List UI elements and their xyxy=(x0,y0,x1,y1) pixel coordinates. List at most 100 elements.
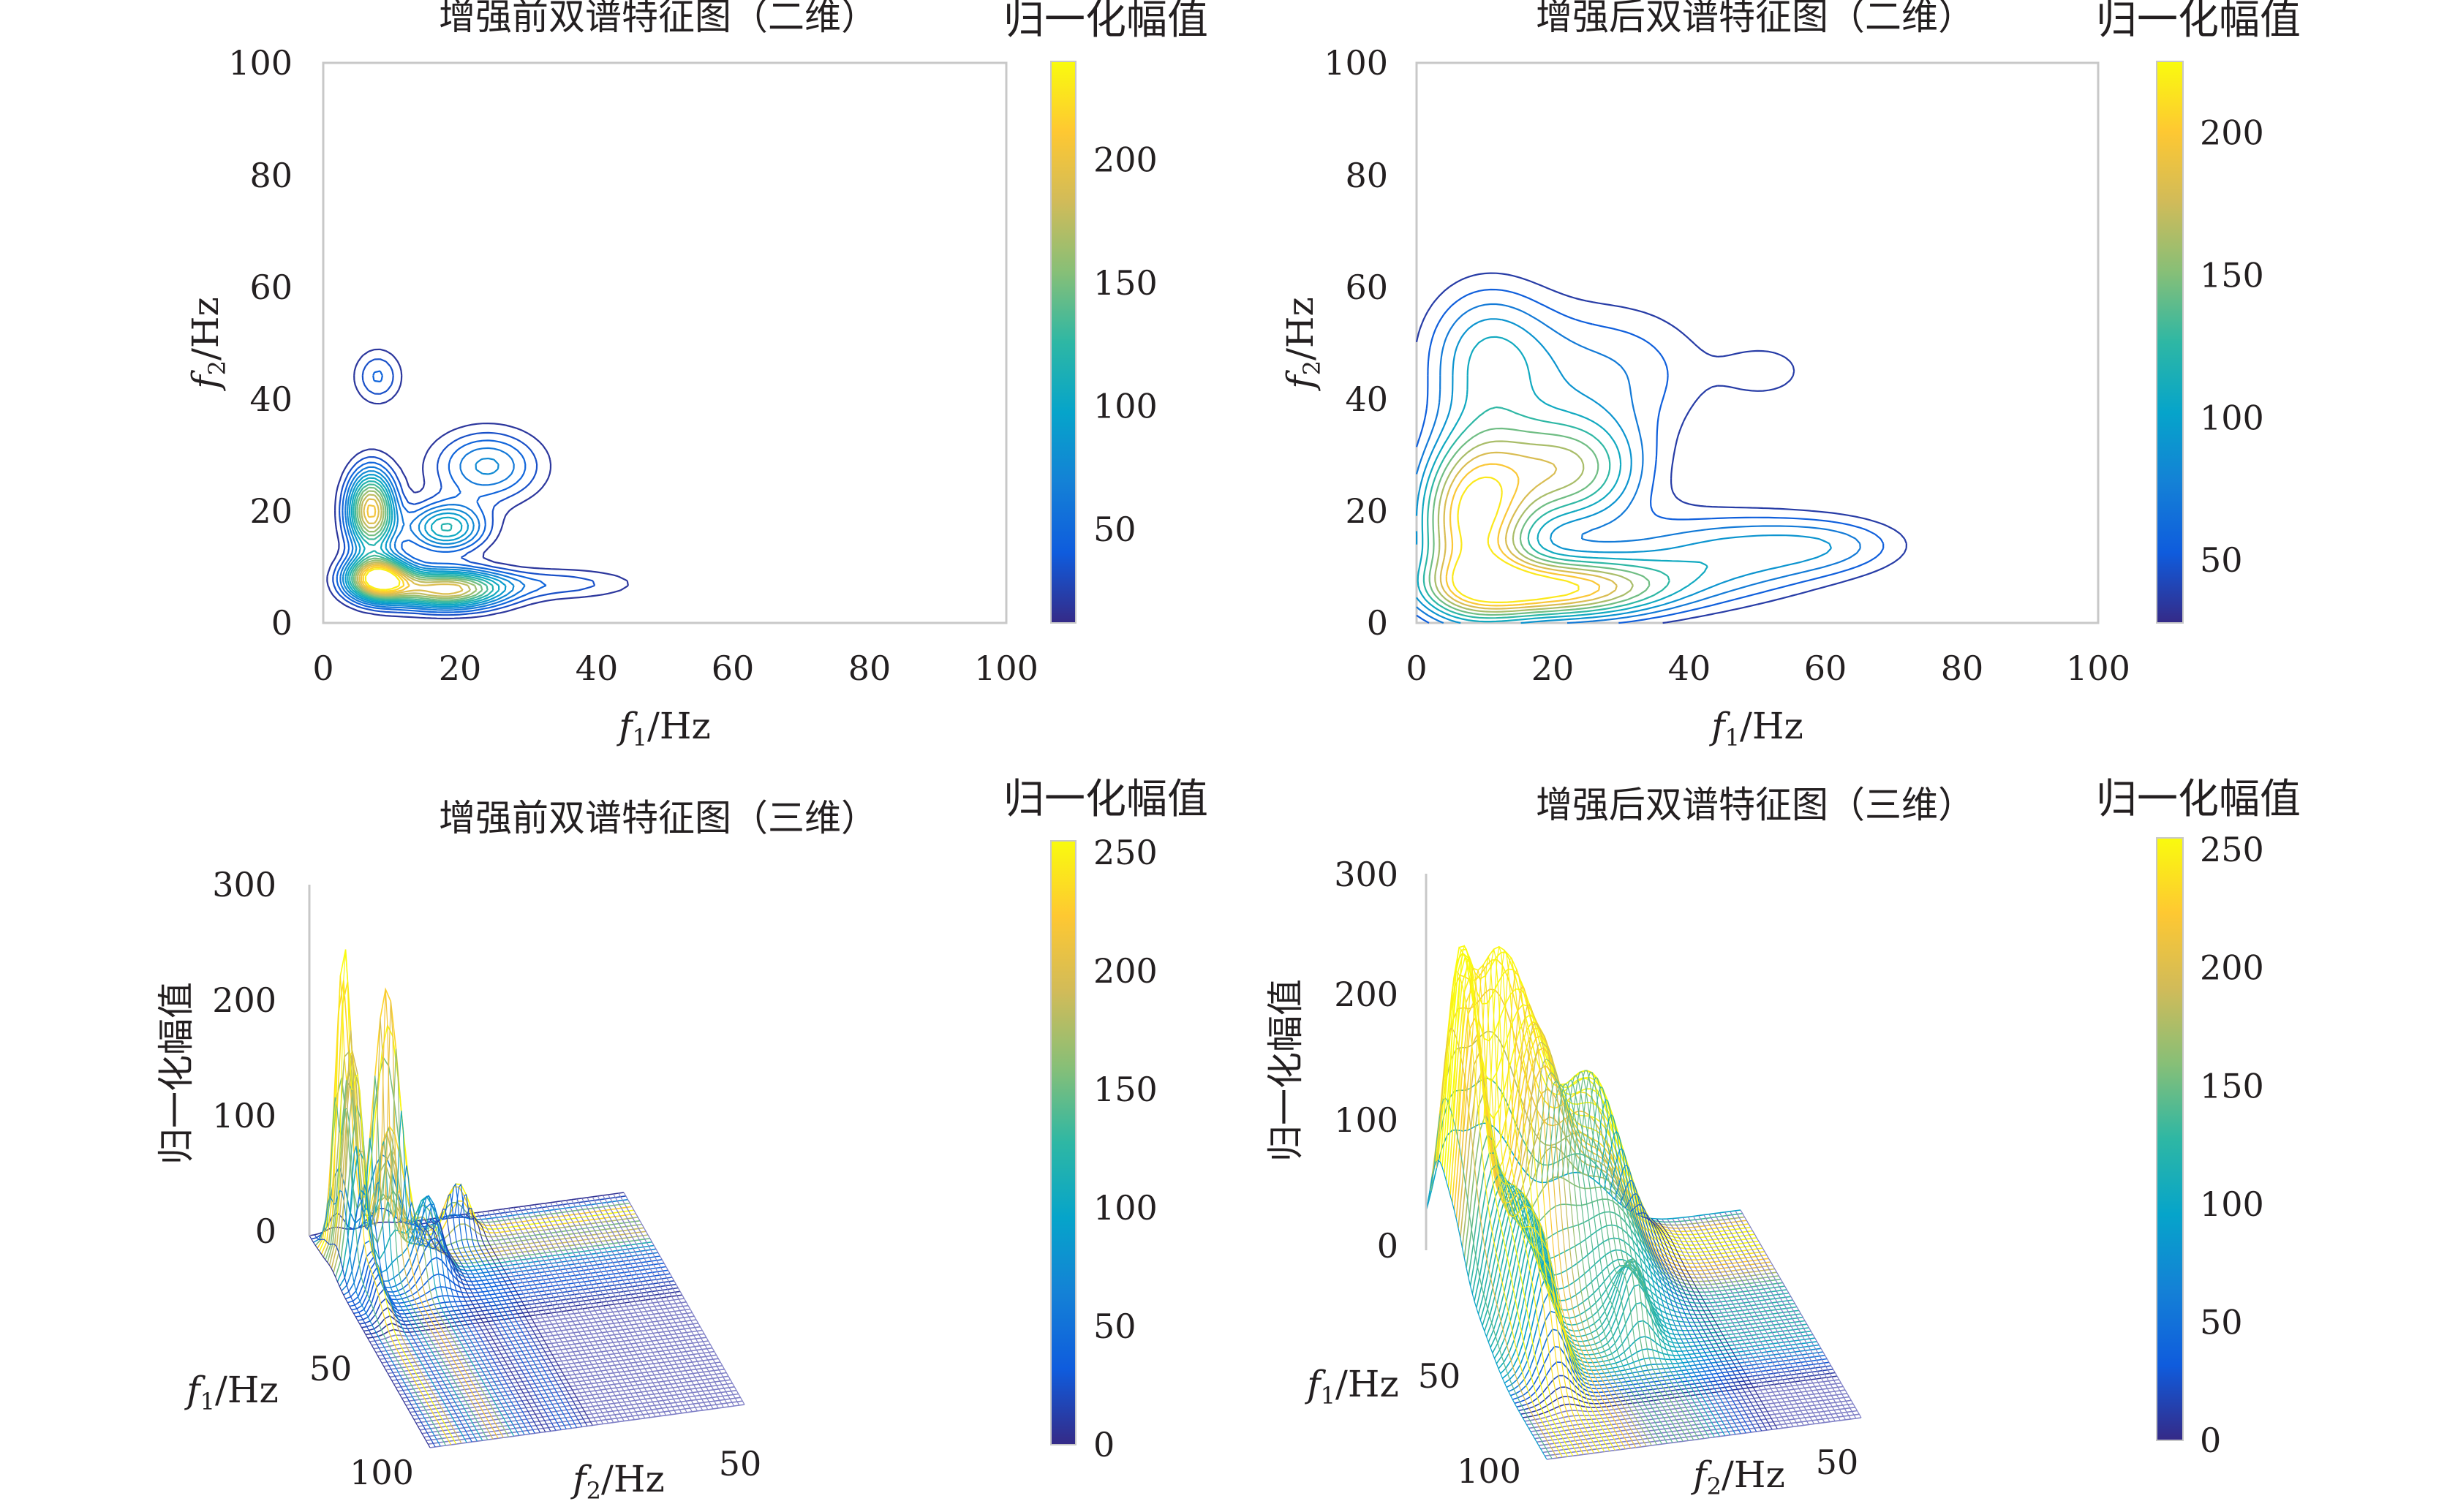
y-tick-label: 100 xyxy=(228,43,293,83)
x-tick-label: 0 xyxy=(1406,649,1427,688)
mesh-line-f2 xyxy=(424,1219,546,1432)
contour-lines xyxy=(1415,272,1907,624)
mesh-line-f2 xyxy=(492,1210,614,1423)
mesh-line-f2 xyxy=(476,1212,598,1425)
colorbar-tick-label: 150 xyxy=(1093,1070,1158,1109)
mesh-line-f2 xyxy=(324,1097,447,1446)
y-tick-label: 60 xyxy=(1345,268,1388,307)
y-tick-label: 40 xyxy=(1345,379,1388,419)
y-axis-label: f2/Hz xyxy=(1279,297,1326,392)
mesh-line-f2 xyxy=(1645,1217,1768,1431)
contour-level xyxy=(347,477,500,606)
mesh-line-f2 xyxy=(1472,964,1595,1454)
mesh-line-f2 xyxy=(413,1220,535,1434)
x-tick-label: 100 xyxy=(974,649,1038,688)
x-tick-label: 80 xyxy=(1941,649,1984,688)
contour-level xyxy=(1439,451,1618,610)
mesh-line-f2 xyxy=(570,1199,693,1413)
mesh-line-f2 xyxy=(320,1190,441,1447)
x-tick-label: 0 xyxy=(312,649,333,688)
z-tick-label: 0 xyxy=(255,1212,276,1251)
mesh-line-f2 xyxy=(418,1220,541,1433)
x-axis-label: f1/Hz xyxy=(616,705,711,752)
y-tick-label: 0 xyxy=(271,603,293,643)
contour-level xyxy=(351,483,489,602)
mesh-line-f2 xyxy=(1530,1059,1652,1446)
colorbar-tick-label: 50 xyxy=(1093,510,1136,549)
z-tick-label: 200 xyxy=(1334,975,1398,1014)
mesh-line-f1 xyxy=(1444,954,1759,1250)
y-tick-labels: 0 20 40 60 80 100 xyxy=(1324,43,1388,643)
colorbar-tick-label: 100 xyxy=(1093,387,1158,426)
mesh-line-f2 xyxy=(602,1195,724,1408)
f1-axis-label: f1/Hz xyxy=(1304,1363,1399,1410)
f1-tick-label: 100 xyxy=(1457,1451,1521,1491)
mesh-line-f2 xyxy=(408,1220,530,1434)
mesh-line-f2 xyxy=(314,1234,436,1448)
f2-tick-label: 50 xyxy=(719,1444,762,1483)
x-tick-label: 80 xyxy=(848,649,891,688)
mesh-line-f2 xyxy=(1583,1077,1705,1439)
mesh-line-f2 xyxy=(403,1201,525,1435)
mesh-line-f2 xyxy=(576,1198,698,1412)
chart-title: 增强后双谱特征图（三维） xyxy=(1536,784,1975,826)
mesh-line-f2 xyxy=(1541,1080,1663,1445)
mesh-line-f2 xyxy=(1682,1217,1804,1426)
contour-level xyxy=(1428,427,1651,616)
colorbar-tick-label: 100 xyxy=(2200,1184,2264,1224)
mesh-line-f2 xyxy=(387,1048,510,1437)
mesh-line-f2 xyxy=(534,1204,656,1418)
colorbar-tick-label: 0 xyxy=(2200,1421,2221,1460)
mesh-line-f2 xyxy=(1498,957,1621,1450)
f2-axis-label: f2/Hz xyxy=(570,1458,665,1505)
x-tick-labels: 0 20 40 60 80 100 xyxy=(312,649,1038,688)
f1-tick-label: 50 xyxy=(309,1349,352,1388)
mesh-line-f2 xyxy=(1719,1212,1841,1421)
x-tick-label: 20 xyxy=(1531,649,1575,688)
x-axis-label: f1/Hz xyxy=(1708,705,1803,752)
y-tick-labels: 0 20 40 60 80 100 xyxy=(228,43,293,643)
y-tick-label: 80 xyxy=(249,156,293,195)
mesh-line-f2 xyxy=(1462,967,1584,1455)
mesh-line-f2 xyxy=(1572,1070,1694,1440)
mesh-line-f2 xyxy=(613,1193,735,1407)
mesh-line-f2 xyxy=(1724,1212,1847,1421)
chart-title: 增强前双谱特征图（二维） xyxy=(439,0,878,38)
f1-tick-label: 50 xyxy=(1418,1356,1461,1396)
mesh-line-f2 xyxy=(1604,1130,1726,1437)
colorbar-tick-label: 100 xyxy=(1093,1188,1158,1228)
mesh-line-f2 xyxy=(544,1203,667,1416)
mesh-line-f2 xyxy=(1577,1071,1700,1440)
x-tick-label: 40 xyxy=(576,649,619,688)
plot-frame xyxy=(322,61,1008,624)
mesh-line-f2 xyxy=(1452,945,1574,1456)
z-tick-label: 300 xyxy=(212,865,276,904)
mesh-line-f2 xyxy=(1609,1148,1731,1435)
contour-level xyxy=(1422,406,1670,619)
mesh-line-f2 xyxy=(1656,1218,1778,1429)
mesh-line-f2 xyxy=(1651,1218,1773,1430)
contour-level xyxy=(364,568,401,591)
mesh-line-f2 xyxy=(513,1207,636,1420)
plot-frame xyxy=(1415,61,2100,624)
z-tick-label: 300 xyxy=(1334,855,1398,894)
mesh-line-f1 xyxy=(1429,1030,1745,1226)
mesh-line-f2 xyxy=(1713,1213,1836,1422)
colorbar-tick-label: 200 xyxy=(1093,951,1158,991)
mesh-line-f2 xyxy=(508,1208,630,1421)
mesh-line-f2 xyxy=(502,1209,625,1421)
mesh-line-f2 xyxy=(1662,1218,1784,1429)
mesh-line-f2 xyxy=(1478,956,1600,1453)
z-tick-labels: 0 100 200 300 xyxy=(1334,855,1398,1266)
chart-title: 增强后双谱特征图（二维） xyxy=(1536,0,1975,38)
mesh-line-f2 xyxy=(471,1213,593,1426)
mesh-line-f2 xyxy=(581,1198,704,1411)
mesh-line-f2 xyxy=(539,1203,661,1416)
colorbar-tick-label: 150 xyxy=(1093,263,1158,303)
mesh-line-f2 xyxy=(1535,1072,1658,1445)
mesh-line-f2 xyxy=(597,1195,719,1409)
y-tick-label: 20 xyxy=(1345,491,1388,531)
colorbar-ticks: 50 100 150 200 xyxy=(1093,140,1158,549)
contour-level xyxy=(1452,476,1580,603)
contour-level xyxy=(339,447,526,611)
